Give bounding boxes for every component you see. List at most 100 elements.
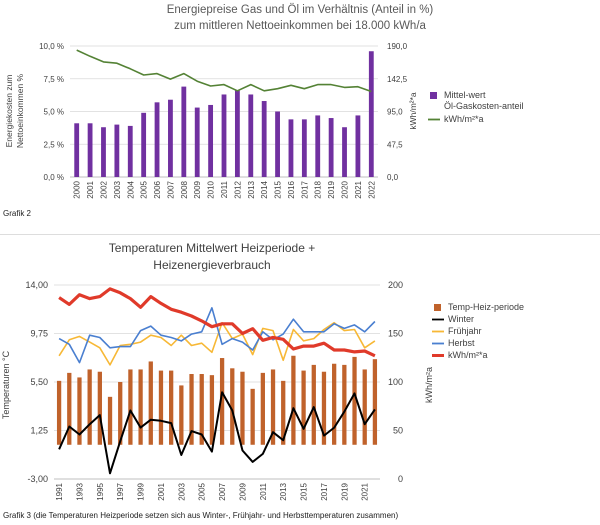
x-tick-label: 2019 <box>340 482 349 500</box>
bar <box>158 370 164 445</box>
bar <box>208 104 214 177</box>
legend-label: Frühjahr <box>448 326 482 336</box>
y-right-tick-label: 142,5 <box>387 75 408 84</box>
y-right-tick-label: 0 <box>398 474 403 484</box>
y-right-tick-label: 200 <box>388 280 403 290</box>
y-left-tick-label: 5,50 <box>30 377 48 387</box>
x-tick-label: 2017 <box>300 180 309 198</box>
legend-swatch <box>434 304 441 311</box>
bar <box>234 90 240 177</box>
bar <box>67 372 72 445</box>
x-tick-label: 2005 <box>198 482 207 500</box>
bar <box>291 355 296 445</box>
bar <box>260 372 265 445</box>
chart-temperatures: Temperaturen Mittelwert Heizperiode + He… <box>1 241 524 501</box>
bar <box>97 371 102 445</box>
chart1-ylabel-left-line2: Nettoeinkommen % <box>15 73 25 148</box>
x-tick-label: 2014 <box>260 180 269 198</box>
bar <box>148 361 153 445</box>
chart2-title-line1: Temperaturen Mittelwert Heizperiode + <box>109 241 315 255</box>
bar <box>199 374 204 445</box>
x-tick-label: 2020 <box>341 180 350 198</box>
bar <box>189 374 194 445</box>
bar <box>261 101 267 177</box>
bar <box>301 370 306 445</box>
bar <box>101 127 106 177</box>
x-tick-label: 2001 <box>157 482 166 500</box>
bar <box>77 377 82 445</box>
x-tick-label: 1993 <box>75 482 84 500</box>
y-right-tick-label: 100 <box>388 377 403 387</box>
legend-label: Herbst <box>448 338 475 348</box>
legend-label: Winter <box>448 314 474 324</box>
bar <box>221 94 227 177</box>
separator <box>0 234 600 235</box>
legend-label: kWh/m²*a <box>448 350 488 360</box>
y-right-tick-label: 0,0 <box>387 173 399 182</box>
y-left-tick-label: 5,0 % <box>44 108 64 117</box>
bar <box>301 119 307 177</box>
x-tick-label: 2013 <box>247 180 256 198</box>
x-tick-label: 2003 <box>113 180 122 198</box>
x-tick-label: 1991 <box>55 482 64 500</box>
x-tick-label: 2009 <box>238 482 247 500</box>
bar <box>138 369 143 445</box>
x-tick-label: 2006 <box>153 180 162 198</box>
x-tick-label: 2002 <box>99 180 108 198</box>
bar <box>311 364 316 445</box>
chart2-ylabel-right: kWh/m²a <box>424 367 434 403</box>
legend-swatch <box>430 92 437 99</box>
x-tick-label: 2010 <box>207 180 216 198</box>
y-left-tick-label: -3,00 <box>27 474 48 484</box>
bar <box>315 115 321 177</box>
x-tick-label: 1999 <box>137 482 146 500</box>
bar <box>154 102 160 177</box>
y-left-tick-label: 10,0 % <box>39 42 64 51</box>
bar <box>342 127 347 177</box>
bar <box>332 363 337 445</box>
bar <box>288 119 294 177</box>
x-tick-label: 2011 <box>259 482 268 500</box>
x-tick-label: 2016 <box>287 180 296 198</box>
bar <box>250 388 255 445</box>
series-line-kwh-m-a <box>76 49 372 93</box>
bar <box>368 51 374 177</box>
bar <box>219 358 225 445</box>
bar <box>355 115 361 177</box>
x-tick-label: 2021 <box>361 482 370 500</box>
x-tick-label: 2008 <box>180 180 189 198</box>
bar <box>362 369 367 445</box>
bar <box>352 356 357 445</box>
bar <box>328 118 334 177</box>
legend-label: Öl-Gaskosten-anteil <box>444 101 524 111</box>
chart2-title-line2: Heizenergieverbrauch <box>153 258 270 272</box>
bar <box>87 369 92 445</box>
bar <box>179 385 184 445</box>
bar <box>321 371 327 445</box>
bar <box>194 107 200 177</box>
y-right-tick-label: 150 <box>388 329 403 339</box>
x-tick-label: 2004 <box>126 180 135 198</box>
bar <box>169 370 174 445</box>
legend-label: Temp-Heiz-periode <box>448 302 524 312</box>
chart1-title-line1: Energiepreise Gas und Öl im Verhältnis (… <box>167 4 434 16</box>
x-tick-label: 2017 <box>320 482 329 500</box>
legend-label: kWh/m²*a <box>444 114 484 124</box>
y-left-tick-label: 1,25 <box>30 426 48 436</box>
bar <box>87 123 93 177</box>
y-right-tick-label: 95,0 <box>387 108 403 117</box>
bar <box>114 124 120 177</box>
chart1-title-line2: zum mittleren Nettoeinkommen bei 18.000 … <box>174 20 426 32</box>
chart1-ylabel-left-line1: Energiekosten zum <box>4 75 14 148</box>
bar <box>230 368 235 445</box>
y-left-tick-label: 7,5 % <box>44 75 64 84</box>
bar <box>270 369 276 445</box>
bar <box>275 111 280 177</box>
chart-energy-costs: Energiepreise Gas und Öl im Verhältnis (… <box>4 4 524 199</box>
x-tick-label: 2015 <box>274 180 283 198</box>
bar <box>209 375 215 445</box>
y-right-tick-label: 47,5 <box>387 140 403 149</box>
x-tick-label: 2015 <box>300 482 309 500</box>
x-tick-label: 1997 <box>116 482 125 500</box>
x-tick-label: 2005 <box>140 180 149 198</box>
